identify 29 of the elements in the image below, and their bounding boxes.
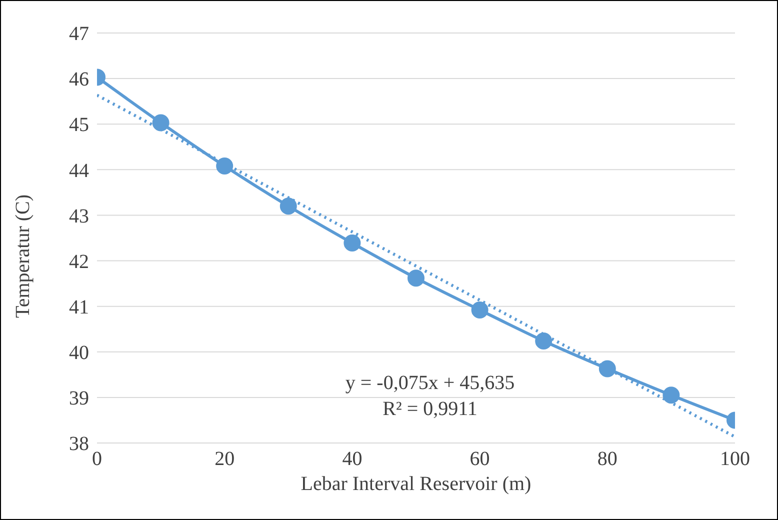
y-tick-label: 40 — [69, 342, 89, 364]
annotation: y = -0,075x + 45,635 — [344, 371, 516, 396]
x-tick-label: 80 — [597, 448, 618, 470]
x-tick-label: 0 — [92, 448, 102, 470]
y-tick-label: 44 — [69, 160, 89, 182]
point — [280, 198, 297, 215]
y-axis-title: Temperatur (C) — [12, 194, 34, 318]
y-tick-label: 46 — [69, 68, 89, 91]
y-tick-label: 47 — [69, 23, 89, 46]
y-tick-label: 41 — [69, 296, 89, 318]
y-tick-label: 45 — [69, 114, 89, 136]
point — [152, 114, 170, 132]
y-tick-label: 39 — [69, 388, 89, 410]
y-tick-label: 38 — [69, 433, 89, 456]
point — [344, 234, 361, 252]
point — [408, 270, 424, 287]
x-tick-label: 100 — [720, 448, 750, 470]
point — [471, 301, 488, 318]
x-axis-title: Lebar Interval Reservoir (m) — [300, 473, 532, 495]
y-tick-label: 42 — [69, 250, 89, 273]
point — [598, 360, 616, 378]
y-tick-label: 43 — [69, 205, 89, 228]
point — [216, 158, 234, 175]
point — [662, 386, 680, 404]
x-tick-label: 40 — [342, 448, 362, 470]
x-tick-label: 60 — [470, 448, 490, 470]
annotation: R² = 0,9911 — [382, 397, 478, 422]
x-tick-label: 20 — [214, 448, 235, 470]
point — [535, 332, 552, 350]
